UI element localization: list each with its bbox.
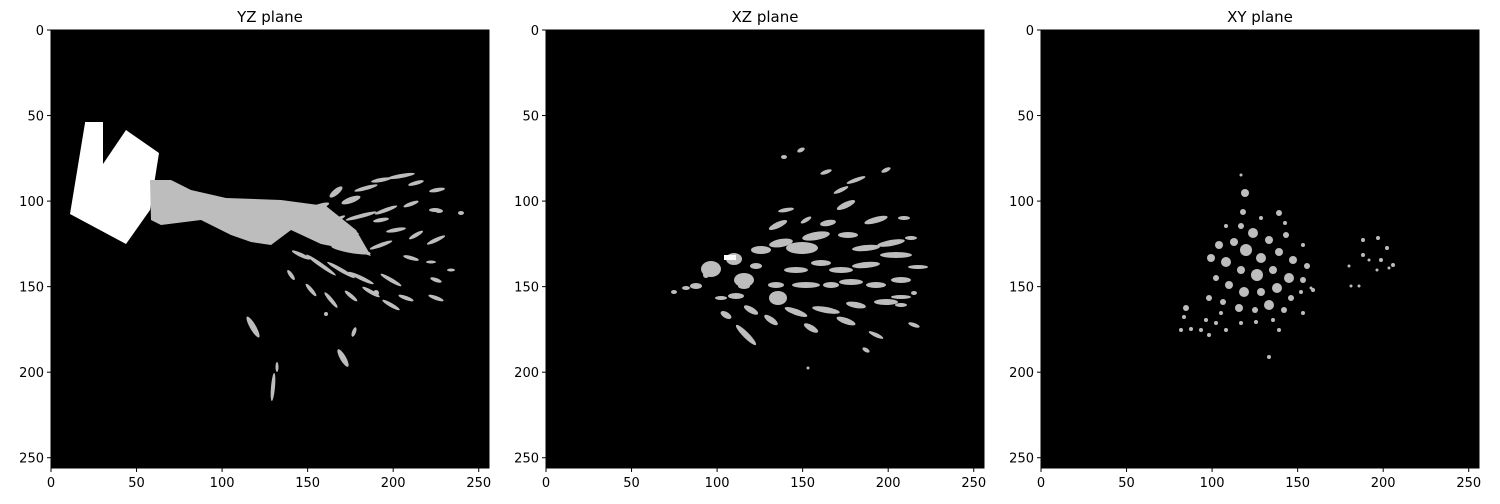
x-tick-label: 100 bbox=[1200, 476, 1225, 491]
x-tick-label: 50 bbox=[623, 476, 640, 491]
x-tick-label: 50 bbox=[128, 476, 145, 491]
y-tick-label: 200 bbox=[514, 366, 539, 381]
axes-frame bbox=[545, 29, 985, 469]
x-tick-label: 0 bbox=[47, 476, 55, 491]
x-tick-label: 150 bbox=[790, 476, 815, 491]
y-tick-label: 200 bbox=[1009, 366, 1034, 381]
segment-streaks bbox=[246, 172, 464, 401]
x-tick-label: 200 bbox=[381, 476, 406, 491]
y-tick-label: 250 bbox=[1009, 452, 1034, 467]
x-tick-label: 100 bbox=[210, 476, 235, 491]
segmentation-layer bbox=[671, 147, 928, 370]
y-axis: 0 50 100 150 200 250 bbox=[514, 24, 546, 467]
segmentation-layer bbox=[70, 122, 464, 401]
panel-xz-plane: XZ plane bbox=[514, 8, 986, 491]
y-tick-label: 200 bbox=[19, 366, 44, 381]
y-tick-label: 0 bbox=[1026, 24, 1034, 39]
x-tick-label: 250 bbox=[466, 476, 491, 491]
x-tick-label: 250 bbox=[1456, 476, 1481, 491]
panel-title: XY plane bbox=[1227, 8, 1293, 26]
segmentation-layer bbox=[1179, 173, 1395, 359]
y-tick-label: 150 bbox=[1009, 281, 1034, 296]
x-tick-label: 100 bbox=[705, 476, 730, 491]
y-tick-label: 50 bbox=[522, 110, 539, 125]
image-background bbox=[1041, 30, 1479, 468]
x-tick-label: 200 bbox=[1371, 476, 1396, 491]
y-axis: 0 50 100 150 200 250 bbox=[19, 24, 51, 467]
y-tick-label: 150 bbox=[514, 281, 539, 296]
segment-region bbox=[150, 180, 371, 256]
highlight-region bbox=[85, 122, 103, 172]
y-axis: 0 50 100 150 200 250 bbox=[1009, 24, 1041, 467]
y-tick-label: 0 bbox=[36, 24, 44, 39]
axes-frame bbox=[50, 29, 490, 469]
y-tick-label: 100 bbox=[514, 195, 539, 210]
y-tick-label: 150 bbox=[19, 281, 44, 296]
x-tick-label: 200 bbox=[876, 476, 901, 491]
axes-frame bbox=[1040, 29, 1480, 469]
y-tick-label: 0 bbox=[531, 24, 539, 39]
panel-title: XZ plane bbox=[732, 8, 799, 26]
segment-region bbox=[155, 181, 167, 191]
y-tick-label: 250 bbox=[514, 452, 539, 467]
x-axis: 0 50 100 150 200 250 bbox=[47, 468, 491, 491]
y-tick-label: 100 bbox=[19, 195, 44, 210]
y-tick-label: 50 bbox=[27, 110, 44, 125]
x-axis: 0 50 100 150 200 250 bbox=[1037, 468, 1481, 491]
highlight-region bbox=[724, 255, 736, 260]
y-tick-label: 100 bbox=[1009, 195, 1034, 210]
image-background bbox=[51, 30, 489, 468]
x-axis: 0 50 100 150 200 250 bbox=[542, 468, 986, 491]
panel-yz-plane: YZ plane bbox=[19, 8, 491, 491]
y-tick-label: 250 bbox=[19, 452, 44, 467]
x-tick-label: 50 bbox=[1118, 476, 1135, 491]
x-tick-label: 0 bbox=[542, 476, 550, 491]
panel-title: YZ plane bbox=[236, 8, 303, 26]
x-tick-label: 250 bbox=[961, 476, 986, 491]
x-tick-label: 150 bbox=[1285, 476, 1310, 491]
x-tick-label: 0 bbox=[1037, 476, 1045, 491]
y-tick-label: 50 bbox=[1017, 110, 1034, 125]
x-tick-label: 150 bbox=[295, 476, 320, 491]
panel-xy-plane: XY plane bbox=[1009, 8, 1481, 491]
